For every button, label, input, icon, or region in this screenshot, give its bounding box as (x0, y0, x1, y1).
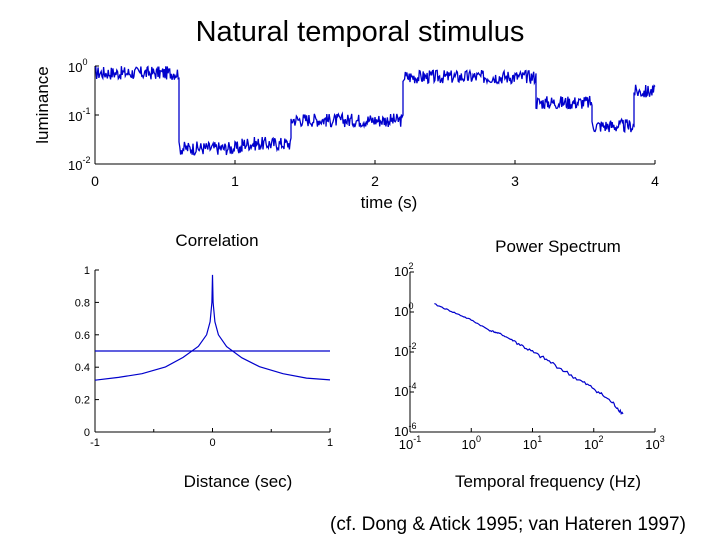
time-xlabel: time (s) (361, 193, 418, 212)
luminance-y-tick-label: 10-1 (68, 106, 90, 124)
correlation-y-tick-label: 0.2 (75, 395, 90, 407)
correlation-y-tick-label: 1 (84, 265, 90, 277)
correlation-x-tick-label: -1 (90, 437, 100, 449)
power-spectrum-y-tick-label: 10-6 (394, 421, 416, 439)
luminance-x-tick-label: 1 (231, 173, 239, 189)
correlation-x-tick-label: 1 (327, 437, 333, 449)
correlation-y-tick-label: 0.6 (75, 330, 90, 342)
power-spectrum-chart: Power Spectrum 102 100 10-2 10-4 10-610-1 100… (394, 237, 665, 491)
power-spectrum-y-tick-label: 100 (394, 301, 413, 319)
correlation-curve (94, 274, 331, 381)
power-spectrum-curve (434, 303, 624, 415)
power-spectrum-x-tick-label: 100 (462, 434, 481, 452)
power-spectrum-y-tick-label: 10-4 (394, 381, 416, 399)
luminance-y-tick-label: 100 (68, 57, 87, 75)
power-spectrum-x-tick-label: 102 (584, 434, 603, 452)
luminance-y-tick-label: 10-2 (68, 155, 90, 173)
power-spectrum-x-tick-label: 103 (645, 434, 664, 452)
luminance-ylabel: luminance (33, 66, 52, 144)
correlation-title: Correlation (175, 231, 258, 250)
citation-text: (cf. Dong & Atick 1995; van Hateren 1997… (330, 514, 686, 535)
luminance-x-tick-label: 0 (91, 173, 99, 189)
correlation-chart: Correlation 00.20.40.60.81-1 0 1 Distance … (75, 231, 333, 491)
distance-xlabel: Distance (sec) (184, 472, 293, 491)
correlation-y-tick-label: 0.8 (75, 297, 90, 309)
page-title: Natural temporal stimulus (195, 16, 525, 48)
luminance-trace (94, 65, 656, 156)
power-spectrum-y-tick-label: 102 (394, 261, 413, 279)
correlation-y-tick-label: 0 (84, 427, 90, 439)
luminance-x-tick-label: 2 (371, 173, 379, 189)
power-spectrum-x-tick-label: 101 (523, 434, 542, 452)
luminance-x-tick-label: 4 (651, 173, 659, 189)
power-spectrum-x-tick-label: 10-1 (399, 434, 421, 452)
luminance-x-tick-label: 3 (511, 173, 519, 189)
correlation-y-tick-label: 0.4 (75, 362, 90, 374)
correlation-x-tick-label: 0 (209, 437, 215, 449)
luminance-chart: luminance 0 1 2 3 4 100 10-1 10-2 time (s) (33, 57, 659, 212)
frequency-xlabel: Temporal frequency (Hz) (455, 472, 641, 491)
power-spectrum-title: Power Spectrum (495, 237, 621, 256)
power-spectrum-y-tick-label: 10-2 (394, 341, 416, 359)
